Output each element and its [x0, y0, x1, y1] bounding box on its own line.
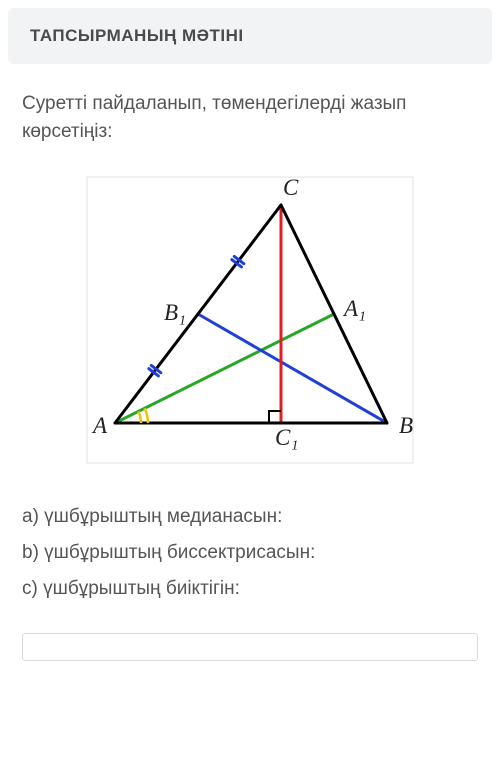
triangle-svg: A B C B₁ A₁ C₁ — [85, 175, 415, 465]
question-a: a) үшбұрыштың медианасын: — [22, 499, 478, 535]
question-b: b) үшбұрыштың биссектрисасын: — [22, 535, 478, 571]
triangle-diagram: A B C B₁ A₁ C₁ — [22, 175, 478, 465]
task-header-title: ТАПСЫРМАНЫҢ МӘТІНІ — [30, 26, 470, 46]
svg-text:B: B — [399, 413, 413, 438]
svg-text:C: C — [283, 175, 299, 200]
question-c: c) үшбұрыштың биіктігін: — [22, 571, 478, 607]
task-header: ТАПСЫРМАНЫҢ МӘТІНІ — [8, 8, 492, 64]
task-content: Суретті пайдаланып, төмендегілерді жазып… — [0, 72, 500, 619]
svg-text:C₁: C₁ — [275, 425, 298, 450]
instruction-text: Суретті пайдаланып, төмендегілерді жазып… — [22, 90, 478, 145]
answer-input[interactable] — [22, 633, 478, 661]
svg-text:A₁: A₁ — [342, 296, 366, 321]
svg-text:B₁: B₁ — [164, 300, 186, 325]
svg-text:A: A — [91, 413, 108, 438]
question-list: a) үшбұрыштың медианасын: b) үшбұрыштың … — [22, 499, 478, 607]
